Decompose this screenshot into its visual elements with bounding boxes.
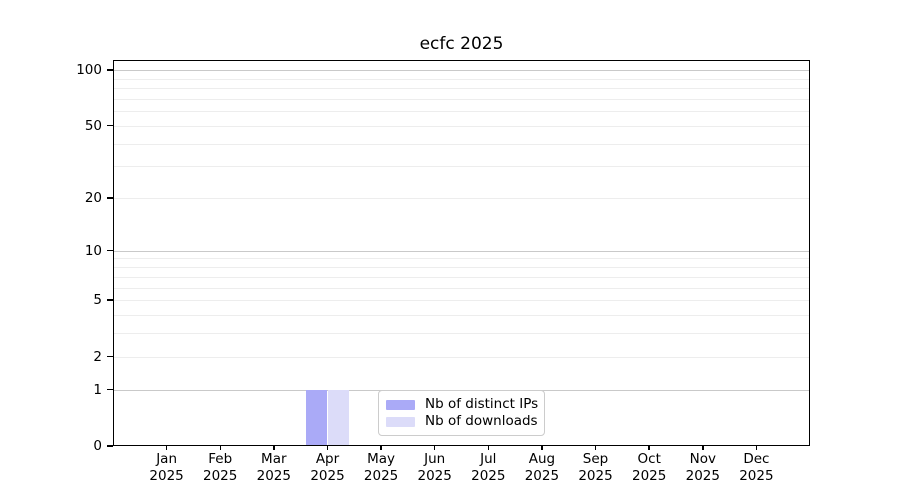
x-tick-label: Nov 2025 [685,451,720,484]
y-gridline-minor [113,314,810,316]
x-tick-mark [380,446,382,450]
x-tick-label: Aug 2025 [524,451,560,484]
y-tick-label: 50 [84,117,102,134]
x-tick-label: Mar 2025 [256,451,291,484]
legend-swatch-distinct-ips [386,399,415,410]
y-gridline-minor [113,356,810,358]
legend-swatch-downloads [386,416,415,427]
y-gridline-minor [113,143,810,145]
x-tick-mark [165,446,168,450]
x-tick-mark [648,446,650,450]
legend-entry-distinct-ips: Nb of distinct IPs [386,396,539,413]
y-gridline-minor [113,111,810,113]
x-tick-label: Jan 2025 [149,451,184,484]
y-gridline-minor [113,333,810,335]
legend: Nb of distinct IPs Nb of downloads [378,390,545,436]
x-tick-label: Oct 2025 [632,451,667,484]
x-tick-label: Jul 2025 [471,451,506,484]
legend-label-distinct-ips: Nb of distinct IPs [425,396,539,412]
x-tick-mark [487,446,490,450]
y-tick-mark [107,299,113,301]
y-tick-label: 0 [93,438,102,454]
x-tick-mark [702,446,704,450]
chart-title: ecfc 2025 [419,34,504,54]
x-tick-mark [219,446,221,450]
legend-entry-downloads: Nb of downloads [386,413,538,430]
x-tick-label: Dec 2025 [739,451,774,484]
x-tick-mark [326,446,329,450]
x-tick-mark [541,446,543,450]
x-tick-mark [594,446,597,450]
legend-label-downloads: Nb of downloads [425,413,538,429]
y-tick-label: 10 [84,242,102,259]
y-tick-label: 100 [76,62,102,78]
x-tick-label: May 2025 [363,451,399,484]
y-tick-mark [107,388,113,391]
x-tick-mark [433,446,436,450]
x-tick-mark [273,446,275,450]
y-tick-label: 1 [93,381,102,398]
x-tick-mark [755,446,758,450]
y-tick-mark [107,197,113,199]
plot-area [113,60,810,446]
y-gridline-minor [113,276,810,278]
y-gridline-minor [113,287,810,289]
bar-downloads [327,389,349,446]
y-tick-mark [107,69,113,71]
y-tick-label: 5 [93,292,102,308]
x-tick-label: Feb 2025 [203,451,238,484]
y-tick-label: 2 [93,348,102,365]
y-gridline-major [113,70,810,71]
y-gridline-minor [113,98,810,100]
y-gridline-minor [113,267,810,268]
y-gridline-minor [113,125,810,127]
plot-frame [113,60,810,446]
y-gridline-minor [113,198,810,199]
y-tick-mark [107,124,113,127]
y-tick-mark [107,445,113,447]
x-tick-label: Sep 2025 [578,451,613,484]
y-gridline-minor [113,166,810,168]
y-gridline-minor [113,300,810,301]
x-tick-label: Apr 2025 [310,451,345,484]
y-gridline-minor [113,88,810,89]
y-tick-mark [107,355,113,358]
y-gridline-minor [113,258,810,260]
y-gridline-major [113,250,810,252]
bar-distinct-ips [306,389,328,446]
y-tick-mark [107,249,113,252]
y-gridline-minor [113,78,810,80]
y-tick-label: 20 [84,190,102,206]
x-tick-label: Jun 2025 [417,451,452,484]
